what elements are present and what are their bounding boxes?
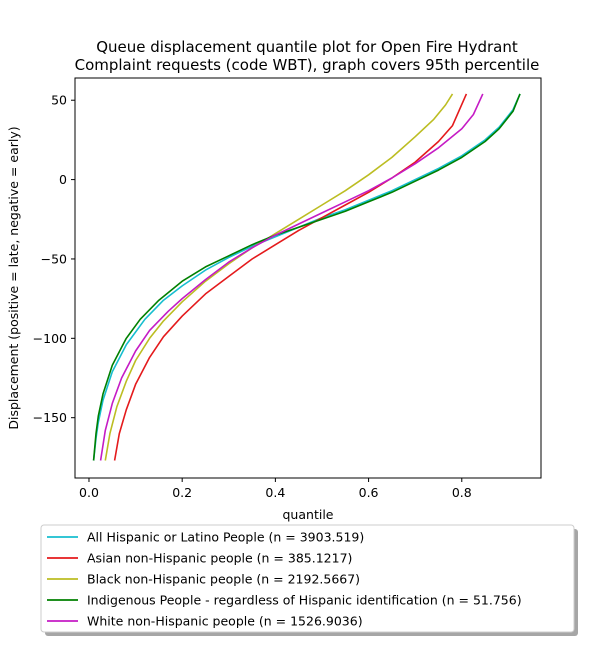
x-tick-label: 0.6 [359,485,379,500]
series-layer [92,93,521,461]
y-axis-ticks: −150 −100 −50 0 50 [33,93,75,425]
y-tick-label: −50 [41,251,67,266]
y-tick-label: 0 [59,172,67,187]
x-axis-ticks: 0.0 0.2 0.4 0.6 0.8 [79,478,472,500]
x-tick-label: 0.4 [265,485,285,500]
series-line-2 [104,93,454,461]
x-tick-label: 0.2 [172,485,192,500]
legend-label-2: Black non-Hispanic people (n = 2192.5667… [87,572,360,587]
legend: All Hispanic or Latino People (n = 3903.… [40,524,578,636]
series-line-3 [92,93,521,461]
series-line-4 [99,93,484,461]
legend-entries: All Hispanic or Latino People (n = 3903.… [47,530,522,629]
legend-label-1: Asian non-Hispanic people (n = 385.1217) [87,551,352,566]
legend-label-0: All Hispanic or Latino People (n = 3903.… [87,530,364,545]
x-tick-label: 0.0 [79,485,99,500]
chart-title-line-2: Complaint requests (code WBT), graph cov… [75,56,540,74]
y-tick-label: −100 [33,331,67,346]
series-line-1 [113,93,468,461]
legend-box [40,524,575,633]
chart-title: Queue displacement quantile plot for Ope… [75,38,540,74]
x-axis-label: quantile [283,507,334,522]
x-tick-label: 0.8 [452,485,472,500]
legend-label-3: Indigenous People - regardless of Hispan… [87,593,522,608]
series-line-0 [92,93,521,461]
legend-label-4: White non-Hispanic people (n = 1526.9036… [87,614,363,629]
plot-area-frame [74,77,542,479]
y-tick-label: 50 [51,93,67,108]
y-axis-label: Displacement (positive = late, negative … [6,126,21,429]
y-tick-label: −150 [33,410,67,425]
chart-title-line-1: Queue displacement quantile plot for Ope… [96,38,518,56]
